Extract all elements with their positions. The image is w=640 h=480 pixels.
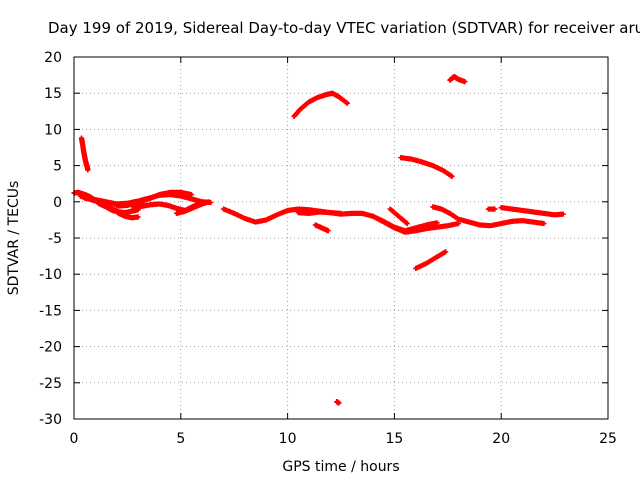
x-tick-label: 25	[599, 431, 617, 447]
data-point	[455, 220, 462, 227]
data-point	[462, 79, 468, 85]
series-arc-12	[413, 249, 449, 272]
series-arc-6	[291, 90, 351, 119]
x-tick-label: 15	[385, 431, 403, 447]
x-tick-labels: 0 5 10 15 20 25	[70, 431, 617, 447]
x-tick-label: 10	[279, 431, 297, 447]
data-marks	[71, 73, 566, 406]
grid-lines	[74, 57, 608, 419]
y-tick-label: 15	[44, 86, 62, 102]
series-arc-7	[312, 222, 331, 234]
data-point	[344, 100, 351, 106]
series-arc-2	[114, 189, 195, 209]
series-arc-4	[173, 199, 212, 216]
series-arc-5	[220, 206, 344, 225]
x-axis-label: GPS time / hours	[282, 459, 399, 475]
y-tick-label: 5	[53, 159, 62, 175]
series-arc-11	[398, 155, 455, 180]
y-tick-labels: 20 15 10 5 0 -5 -10 -15 -20 -25 -30	[39, 50, 62, 428]
data-point	[434, 220, 440, 226]
y-tick-label: -15	[39, 303, 62, 319]
chart-title: Day 199 of 2019, Sidereal Day-to-day VTE…	[48, 19, 640, 37]
y-tick-label: -20	[39, 340, 62, 356]
data-point	[560, 211, 566, 217]
y-axis-label: SDTVAR / TECUs	[6, 181, 22, 296]
series-arc-spike	[78, 135, 91, 173]
x-tick-label: 5	[176, 431, 185, 447]
data-point	[492, 206, 498, 212]
x-tick-label: 0	[70, 431, 79, 447]
series-arc-9	[370, 213, 440, 234]
data-point	[205, 199, 212, 205]
data-point	[336, 400, 342, 406]
data-point	[443, 249, 449, 255]
data-point	[85, 167, 91, 173]
data-point	[541, 220, 547, 227]
y-tick-label: -30	[39, 412, 62, 428]
y-tick-label: 20	[44, 50, 62, 66]
y-tick-label: -5	[48, 231, 62, 247]
data-point	[449, 173, 455, 180]
series-arc-13	[447, 73, 468, 85]
series-arc-outlier	[334, 399, 342, 406]
data-point	[188, 191, 195, 198]
data-point	[135, 214, 141, 220]
data-point	[325, 228, 331, 234]
series-arc-10	[387, 206, 410, 227]
y-tick-label: -10	[39, 267, 62, 283]
data-point	[404, 220, 410, 227]
series-arc-15	[485, 206, 498, 212]
series-arc-14	[430, 204, 547, 229]
y-tick-label: -25	[39, 376, 62, 392]
y-tick-label: 10	[44, 122, 62, 138]
x-tick-label: 20	[492, 431, 510, 447]
y-tick-label: 0	[53, 195, 62, 211]
axis-ticks	[73, 56, 609, 420]
series-arc-16	[498, 204, 566, 218]
